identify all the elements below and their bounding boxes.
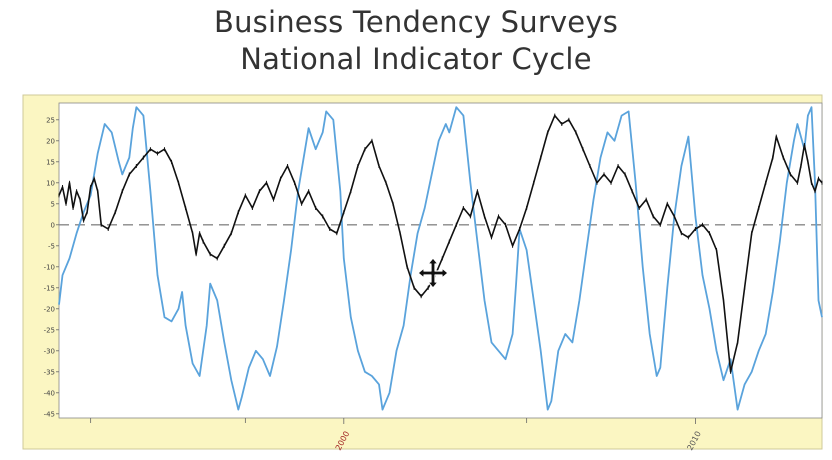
y-tick-label: 0: [51, 221, 55, 229]
y-tick-label: -15: [44, 284, 55, 292]
y-tick-label: 20: [46, 137, 55, 145]
chart-title: Business Tendency Surveys National Indic…: [0, 4, 832, 78]
y-tick-label: 5: [51, 200, 55, 208]
y-tick-label: -10: [44, 263, 55, 271]
plot-area: [58, 102, 823, 419]
chart-title-line-2: National Indicator Cycle: [240, 42, 592, 76]
y-tick-label: -20: [44, 305, 55, 313]
y-tick-label: 15: [46, 158, 55, 166]
y-tick-label: 10: [46, 179, 55, 187]
y-tick-label: -35: [44, 368, 55, 376]
y-tick-label: -40: [44, 389, 55, 397]
y-tick-label: -45: [44, 410, 55, 418]
series-line-blue: [58, 106, 823, 411]
y-tick-label: 25: [46, 116, 55, 124]
series-group: [58, 106, 823, 411]
y-tick-label: -5: [48, 242, 55, 250]
y-tick-label: -30: [44, 347, 55, 355]
chart-title-line-1: Business Tendency Surveys: [213, 5, 619, 39]
y-tick-label: -25: [44, 326, 55, 334]
move-cursor-icon: [417, 257, 449, 289]
series-black-markers: [58, 113, 823, 374]
y-axis: 25 20 15 10 5 0 -5 -10 -15 -20 -25 -30 -35 -40 -45: [44, 116, 59, 418]
